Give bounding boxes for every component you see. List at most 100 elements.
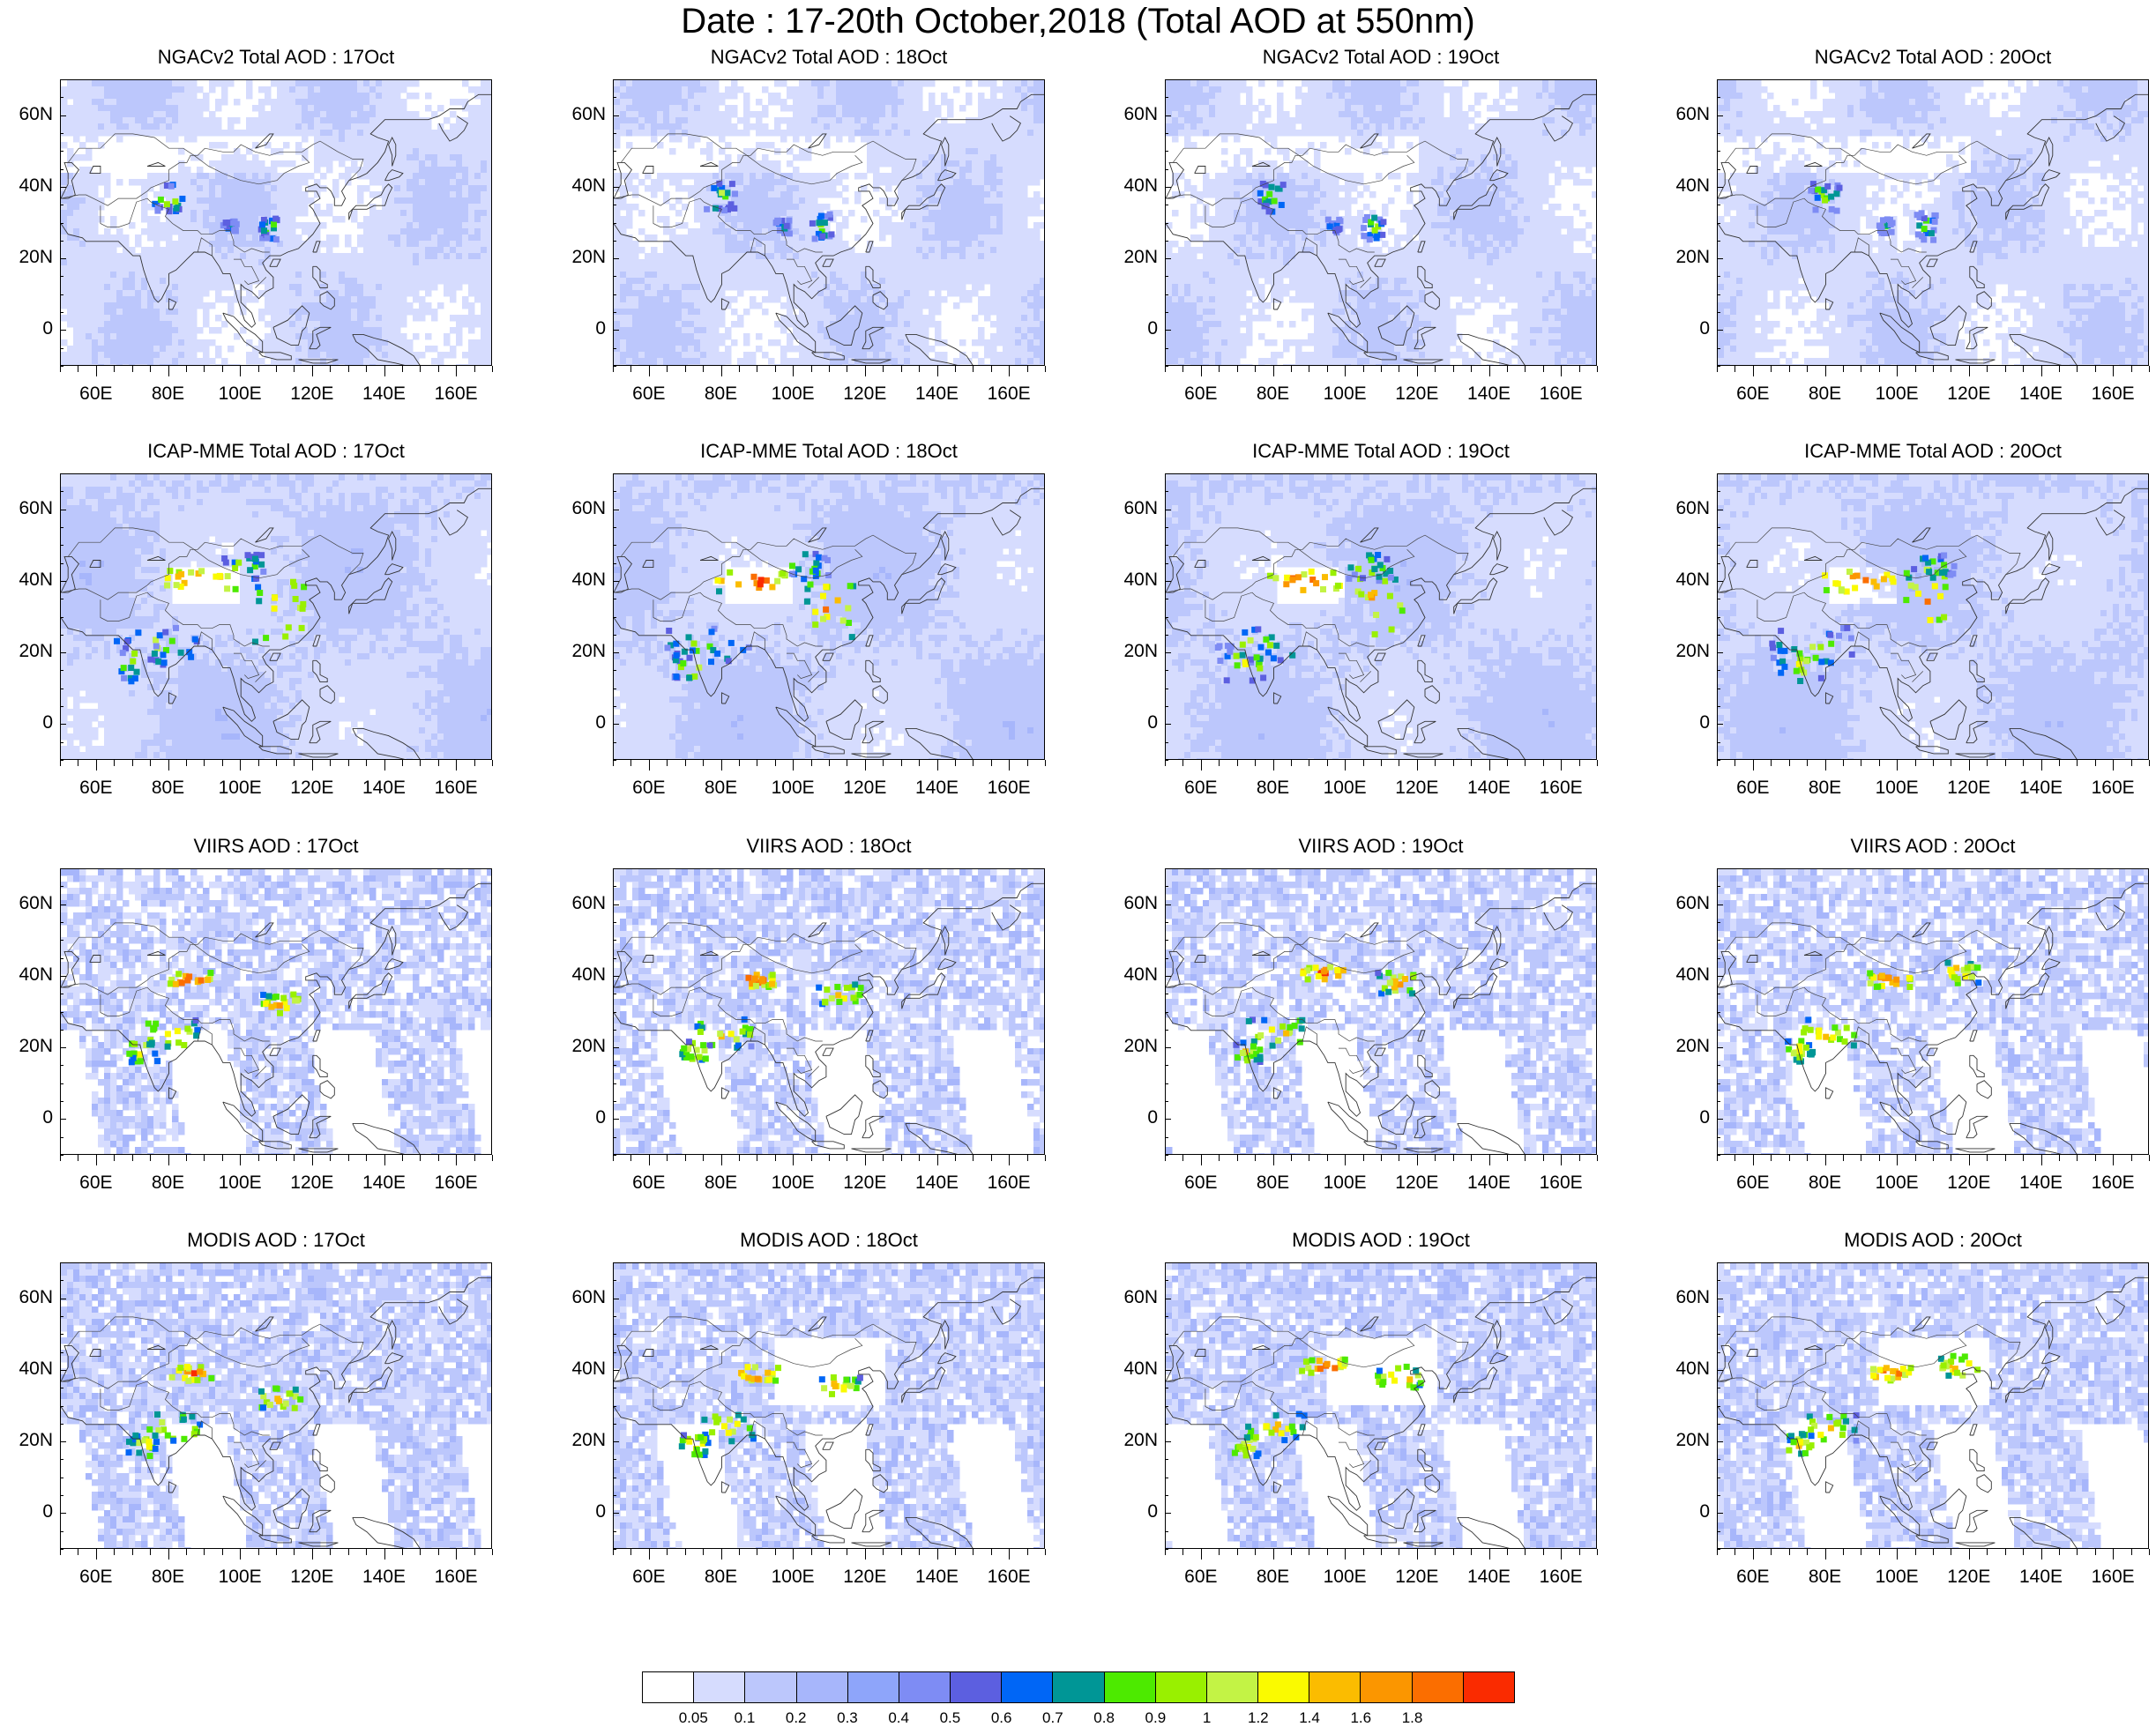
x-tick [1489, 1155, 1490, 1165]
coastline [1826, 1482, 1833, 1493]
y-minor-tick [1717, 940, 1720, 941]
x-minor-tick [1933, 1155, 1934, 1161]
x-minor-tick [1734, 366, 1735, 372]
x-minor-tick [2023, 366, 2024, 372]
x-tick [1489, 366, 1490, 376]
aod-cells [1166, 1263, 1597, 1549]
x-minor-tick [811, 760, 812, 766]
y-minor-tick [1165, 115, 1168, 116]
y-minor-tick [613, 1083, 616, 1084]
y-tick-label: 60N [1105, 498, 1158, 519]
x-tick [1417, 760, 1418, 770]
y-tick-label: 40N [1105, 1359, 1158, 1380]
colorbar-swatch [1002, 1672, 1053, 1702]
x-tick [1753, 760, 1754, 770]
x-minor-tick [703, 1155, 704, 1161]
x-minor-tick [2095, 1155, 2096, 1161]
y-minor-tick [1165, 1441, 1168, 1442]
y-tick-label: 60N [1105, 104, 1158, 125]
y-minor-tick [60, 187, 63, 188]
aod-field [1718, 1263, 2149, 1549]
x-tick-label: 80E [133, 383, 204, 405]
x-minor-tick [667, 366, 668, 372]
panel-title: MODIS AOD : 18Oct [560, 1229, 1098, 1252]
x-minor-tick [1771, 366, 1772, 372]
y-minor-tick [60, 294, 63, 295]
x-minor-tick [1579, 760, 1580, 766]
y-minor-tick [1717, 241, 1720, 242]
y-minor-tick [1717, 473, 1720, 474]
y-minor-tick [1165, 742, 1168, 743]
x-tick-label: 100E [757, 778, 828, 799]
y-minor-tick [1717, 1137, 1720, 1138]
y-minor-tick [613, 312, 616, 313]
x-tick [721, 760, 722, 770]
y-tick-label: 60N [0, 1287, 53, 1308]
coastline [1970, 1055, 1984, 1076]
y-minor-tick [1165, 1065, 1168, 1066]
y-tick-label: 20N [553, 641, 606, 662]
x-tick-label: 140E [902, 383, 973, 405]
y-minor-tick [1165, 563, 1168, 564]
x-minor-tick [1933, 760, 1934, 766]
x-minor-tick [829, 1155, 830, 1161]
x-minor-tick [1879, 1155, 1880, 1161]
coastline [1977, 1475, 1991, 1493]
x-minor-tick [204, 760, 205, 766]
y-minor-tick [1717, 1441, 1720, 1442]
map-plot [1165, 473, 1597, 760]
x-minor-tick [60, 760, 61, 766]
y-tick-label: 40N [0, 569, 53, 591]
y-minor-tick [1165, 1352, 1168, 1353]
y-minor-tick [60, 976, 63, 977]
y-minor-tick [613, 133, 616, 134]
x-tick-label: 120E [1382, 1567, 1452, 1588]
x-minor-tick [1045, 1549, 1046, 1555]
colorbar-label: 0.4 [872, 1709, 925, 1727]
x-tick-label: 80E [1238, 383, 1309, 405]
x-minor-tick [2023, 760, 2024, 766]
x-minor-tick [492, 366, 493, 372]
y-minor-tick [60, 1101, 63, 1102]
x-tick [865, 366, 866, 376]
y-tick-label: 40N [1657, 1359, 1710, 1380]
x-minor-tick [2005, 366, 2006, 372]
map-plot [1165, 868, 1597, 1155]
y-minor-tick [60, 491, 63, 492]
x-minor-tick [901, 1155, 902, 1161]
x-minor-tick [2149, 366, 2150, 372]
y-minor-tick [1165, 187, 1168, 188]
y-minor-tick [1165, 294, 1168, 295]
y-tick-label: 0 [1657, 1107, 1710, 1128]
map-plot [613, 868, 1045, 1155]
y-tick-label: 60N [0, 498, 53, 519]
x-tick-label: 80E [1238, 1567, 1309, 1588]
x-minor-tick [1789, 760, 1790, 766]
x-minor-tick [348, 1155, 349, 1161]
x-minor-tick [1879, 760, 1880, 766]
colorbar-label: 0.9 [1129, 1709, 1182, 1727]
x-minor-tick [1771, 1155, 1772, 1161]
y-tick-label: 0 [0, 712, 53, 733]
x-minor-tick [438, 1155, 439, 1161]
x-tick-label: 100E [757, 383, 828, 405]
x-minor-tick [739, 760, 740, 766]
x-minor-tick [1525, 1155, 1526, 1161]
x-minor-tick [1027, 366, 1028, 372]
colorbar-label: 0.8 [1078, 1709, 1130, 1727]
x-minor-tick [258, 760, 259, 766]
x-tick-label: 80E [686, 383, 757, 405]
x-tick [384, 366, 385, 376]
x-minor-tick [132, 1155, 133, 1161]
aod-field [614, 474, 1045, 760]
x-tick [1969, 366, 1970, 376]
x-minor-tick [1453, 1155, 1454, 1161]
map-plot [60, 79, 492, 366]
x-minor-tick [2005, 1155, 2006, 1161]
x-minor-tick [1435, 1155, 1436, 1161]
coastline [1970, 1031, 1977, 1041]
x-minor-tick [1597, 366, 1598, 372]
y-minor-tick [1165, 1083, 1168, 1084]
y-minor-tick [613, 223, 616, 224]
x-minor-tick [330, 1155, 331, 1161]
